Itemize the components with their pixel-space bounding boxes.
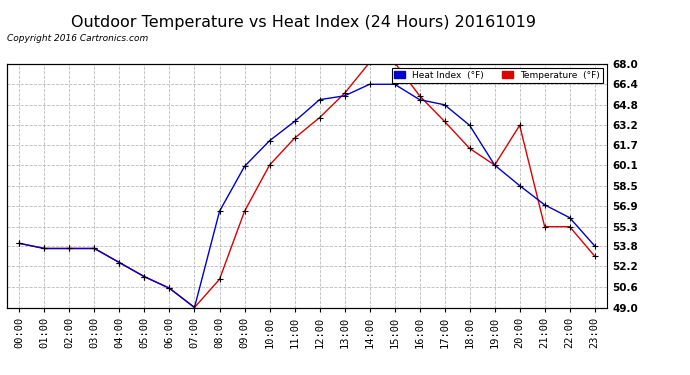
- Text: Outdoor Temperature vs Heat Index (24 Hours) 20161019: Outdoor Temperature vs Heat Index (24 Ho…: [71, 15, 536, 30]
- Text: Copyright 2016 Cartronics.com: Copyright 2016 Cartronics.com: [7, 34, 148, 43]
- Legend: Heat Index  (°F), Temperature  (°F): Heat Index (°F), Temperature (°F): [392, 68, 602, 82]
